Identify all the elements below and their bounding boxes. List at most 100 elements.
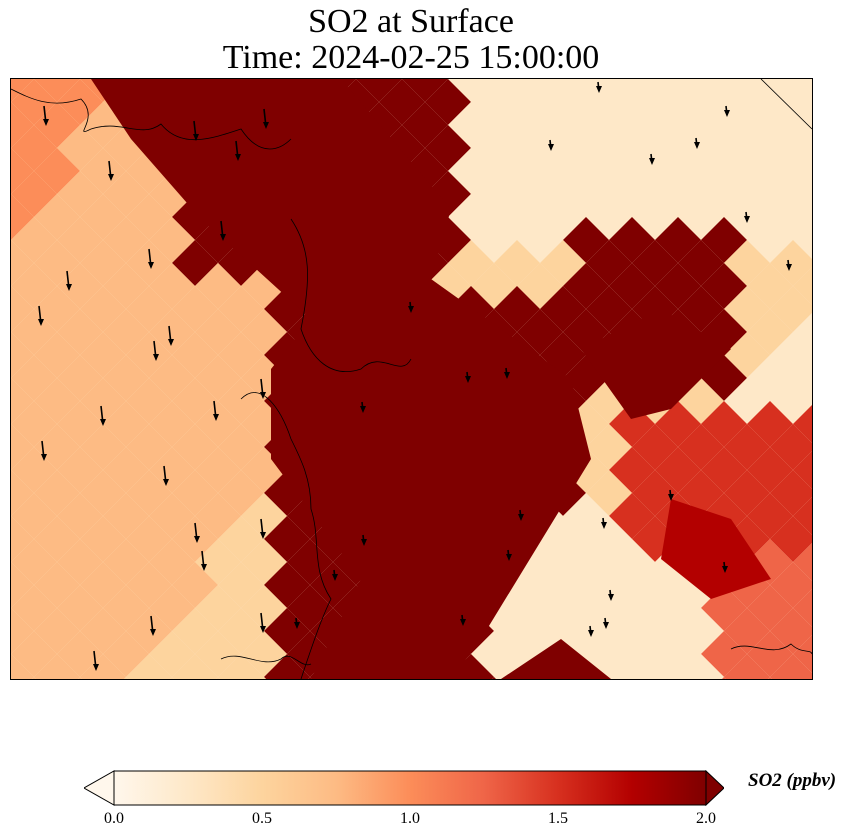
- field-cell: [770, 470, 812, 516]
- field-cell: [264, 654, 310, 679]
- field-cell: [11, 286, 34, 332]
- field-cell: [793, 635, 812, 673]
- field-cell: [494, 79, 540, 102]
- coastline-segment: [220, 655, 312, 666]
- field-cell: [34, 654, 80, 679]
- wind-arrow: [361, 534, 367, 546]
- field-cell: [722, 677, 726, 679]
- colorbar-tick-4: 2.0: [696, 810, 716, 827]
- colorbar: [84, 770, 724, 806]
- plume-core: [91, 79, 591, 679]
- wind-arrow: [163, 465, 169, 486]
- field-cell: [402, 79, 448, 102]
- field-cell: [793, 267, 812, 305]
- field-cell: [630, 677, 634, 679]
- field-cell: [308, 677, 312, 679]
- wind-arrow: [518, 509, 524, 521]
- wind-arrow: [193, 120, 199, 141]
- field-cell: [11, 148, 34, 194]
- map-title: SO2 at Surface Time: 2024-02-25 15:00:00: [0, 4, 822, 76]
- coastline-segment: [11, 88, 292, 150]
- field-cell: [11, 654, 34, 679]
- field-cell: [793, 313, 812, 351]
- field-cell: [11, 562, 34, 608]
- field-cell: [793, 129, 812, 167]
- field-cell: [356, 79, 402, 102]
- field-cell: [770, 240, 812, 286]
- wind-arrow: [332, 569, 338, 581]
- colorbar-tick-3: 1.5: [548, 810, 568, 827]
- coastline-segment: [290, 218, 412, 372]
- field-cell: [540, 79, 586, 102]
- field-cell: [34, 79, 80, 102]
- wind-arrow: [260, 612, 266, 633]
- field-cell: [793, 221, 812, 259]
- wind-arrow: [294, 617, 300, 629]
- field-cell: [78, 677, 82, 679]
- wind-arrow: [460, 614, 466, 626]
- field-cell: [448, 79, 494, 102]
- wind-arrow: [722, 561, 728, 573]
- colorbar-gradient: [113, 770, 707, 806]
- wind-arrow: [608, 589, 614, 601]
- field-cell: [770, 378, 812, 424]
- wind-arrow: [506, 549, 512, 561]
- field-cell: [11, 240, 34, 286]
- field-cell: [770, 102, 812, 148]
- field-cell: [678, 79, 724, 102]
- map-panel[interactable]: [10, 78, 813, 680]
- wind-arrow: [668, 489, 674, 501]
- colorbar-extend-high: [705, 770, 724, 806]
- wind-arrow: [694, 137, 700, 149]
- wind-arrow: [260, 518, 266, 539]
- field-cell: [724, 79, 770, 102]
- field-cell: [216, 677, 220, 679]
- field-cell: [32, 677, 36, 679]
- colorbar-extend-low: [84, 770, 115, 806]
- title-line-1: SO2 at Surface: [308, 3, 514, 40]
- colorbar-tick-1: 0.5: [252, 810, 272, 827]
- wind-arrow: [153, 340, 159, 361]
- coastline-segment: [760, 79, 812, 130]
- wind-vectors: [38, 81, 792, 671]
- colorbar-tick-2: 1.0: [400, 810, 420, 827]
- wind-arrow: [220, 220, 226, 241]
- field-cell: [770, 148, 812, 194]
- field-cell: [11, 516, 34, 562]
- wind-arrow: [100, 405, 106, 426]
- field-cell: [724, 654, 770, 679]
- field-cell: [11, 470, 34, 516]
- wind-arrow: [168, 325, 174, 346]
- coastline: [11, 79, 812, 679]
- field-cell: [770, 516, 812, 562]
- field-cell: [793, 543, 812, 581]
- coastline-segment: [240, 392, 332, 679]
- field-cell: [11, 102, 34, 148]
- colorbar-tick-0: 0.0: [104, 810, 124, 827]
- field-cell: [793, 359, 812, 397]
- so2-field-map: [11, 79, 812, 679]
- wind-arrow: [150, 615, 156, 636]
- wind-arrow: [548, 139, 554, 151]
- wind-arrow: [744, 211, 750, 223]
- field-cell: [80, 654, 126, 679]
- wind-arrow: [235, 140, 241, 161]
- wind-arrow: [263, 108, 269, 129]
- field-cell: [11, 332, 34, 378]
- wind-arrow: [41, 440, 47, 461]
- field-cell: [124, 677, 128, 679]
- wind-arrow: [93, 650, 99, 671]
- field-cell: [770, 194, 812, 240]
- field-cell: [793, 497, 812, 535]
- wind-arrow: [588, 625, 594, 637]
- field-cell: [793, 451, 812, 489]
- field-cell: [11, 378, 34, 424]
- title-line-2: Time: 2024-02-25 15:00:00: [222, 39, 600, 76]
- field-cell: [793, 589, 812, 627]
- field-cell: [770, 332, 812, 378]
- field-cell: [793, 405, 812, 443]
- field-cell: [632, 79, 678, 102]
- field-cell: [770, 424, 812, 470]
- wind-arrow: [649, 153, 655, 165]
- field-cell: [793, 83, 812, 121]
